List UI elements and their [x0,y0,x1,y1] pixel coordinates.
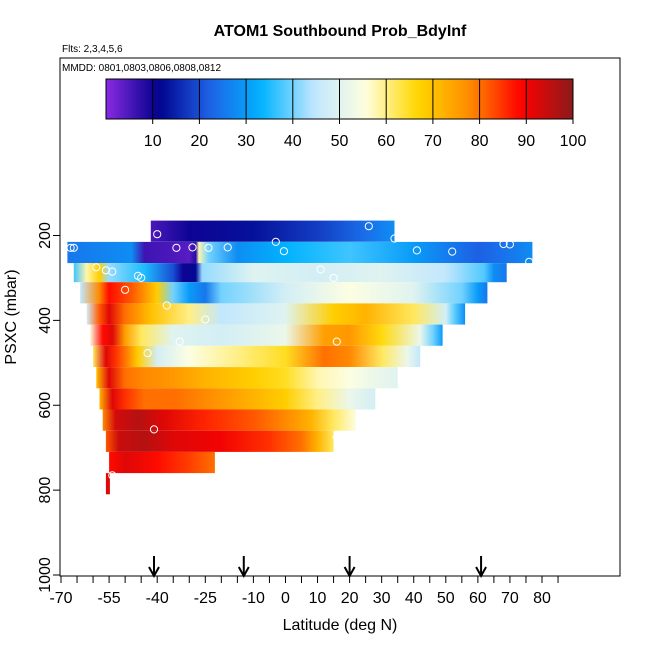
x-tick-label: 20 [341,590,359,607]
x-tick-label: 60 [469,590,487,607]
heatmap-row [109,451,215,474]
colorbar-tick-label: 70 [424,133,442,150]
data-point [149,425,159,434]
x-tick-label: -10 [242,590,265,607]
heatmap-row [105,430,334,452]
data-point [92,263,101,272]
data-point [279,247,288,256]
y-tick-label: 400 [37,307,54,334]
heatmap-row [80,282,488,304]
data-point [175,337,184,346]
data-point [101,266,111,275]
x-tick-label: 0 [281,590,290,607]
colorbar-tick-label: 60 [377,133,395,150]
data-point [69,243,78,252]
data-point [364,222,373,231]
x-tick-label: 80 [533,590,551,607]
data-point [108,267,117,276]
x-tick-label: -25 [194,590,217,607]
heatmap-row [93,345,421,367]
data-point [499,239,508,249]
data-point [332,337,341,346]
data-point [121,285,130,294]
y-axis-label: PSXC (mbar) [3,269,20,364]
data-point [271,237,280,246]
heatmap-row [150,220,395,242]
x-tick-label: 30 [373,590,391,607]
data-point [172,243,181,252]
data-point [316,265,325,274]
data-point [412,246,421,255]
data-point [162,301,171,310]
y-axis: 200 400 600 800 1000 [37,222,60,593]
y-tick-label: 200 [37,222,54,249]
heatmap-row [67,241,533,264]
data-point [188,243,197,252]
data-point [204,243,213,252]
colorbar-tick-label: 10 [144,133,162,150]
plot-frame [59,57,621,577]
data-point [329,273,338,282]
colorbar-tick-label: 20 [191,133,209,150]
heatmap-row [99,388,376,410]
colorbar-tick-label: 100 [560,133,587,150]
colorbar-tick-label: 80 [471,133,489,150]
x-tick-label: 40 [405,590,423,607]
colorbar: 10 20 30 40 50 60 70 80 90 100 [105,78,587,150]
y-tick-label: 600 [37,392,54,419]
data-point [448,247,457,256]
chart-title: ATOM1 Southbound Prob_BdyInf [214,23,467,40]
data-point [505,240,514,249]
x-tick-label: -70 [49,590,72,607]
heatmap-row [105,473,110,495]
colorbar-tick-label: 90 [517,133,535,150]
flights-subtitle: Flts: 2,3,4,5,6 [62,44,123,55]
data-point [137,273,146,282]
heatmap-row [73,263,507,283]
data-point [66,243,75,252]
colorbar-tick-label: 30 [237,133,255,150]
x-axis-label: Latitude (deg N) [283,617,398,634]
data-point [143,349,152,358]
heatmap-row [89,324,443,346]
observation-points [66,222,534,480]
data-point [525,257,534,266]
dates-subtitle: MMDD: 0801,0803,0806,0808,0812 [62,63,221,74]
x-tick-label: -55 [98,590,121,607]
heatmap-row [86,303,466,325]
x-tick-label: 50 [437,590,455,607]
x-tick-label: 10 [309,590,327,607]
heatmap-row [102,409,356,431]
y-tick-label: 800 [37,477,54,504]
heatmap-row [96,367,398,389]
x-tick-label: 70 [501,590,519,607]
data-point [201,315,210,324]
y-tick-label: 1000 [37,557,54,593]
data-point [223,243,232,252]
colorbar-tick-label: 50 [331,133,349,150]
data-point [108,471,117,480]
x-tick-label: -40 [146,590,169,607]
data-point [332,433,341,442]
x-axis: -70 -55 -40 -25 -10 0 10 20 30 40 50 60 70 80 [49,576,559,607]
data-point [390,234,399,243]
colorbar-tick-label: 40 [284,133,302,150]
data-point [153,230,162,239]
